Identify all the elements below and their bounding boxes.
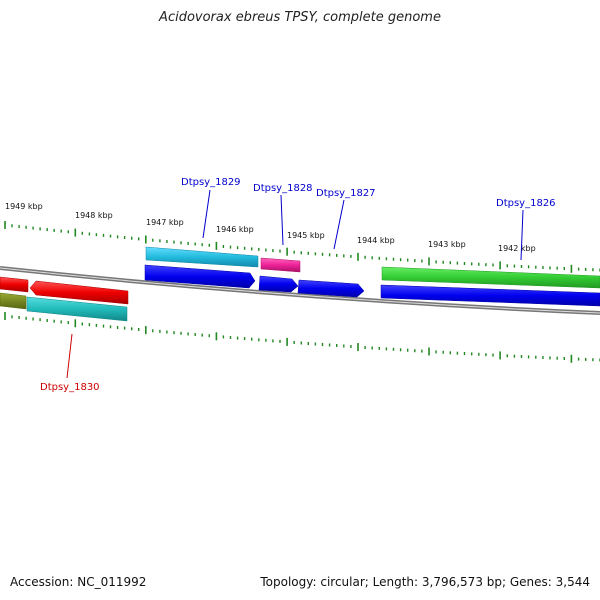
leader-lines	[66, 189, 524, 379]
label-dtpsy-1829[interactable]: Dtpsy_1829	[181, 177, 241, 188]
gene-dtpsy-1827[interactable]	[297, 279, 365, 298]
ruler-label-1943: 1943 kbp	[428, 240, 466, 249]
forward-strand-blue-genes	[144, 264, 600, 307]
label-dtpsy-1827[interactable]: Dtpsy_1827	[316, 188, 376, 199]
ruler-label-1948: 1948 kbp	[75, 211, 113, 220]
gene-olive[interactable]	[0, 292, 27, 310]
ruler-label-1946: 1946 kbp	[216, 225, 254, 234]
leader-dtpsy-1828	[280, 194, 284, 246]
genome-summary-label: Topology: circular; Length: 3,796,573 bp…	[260, 575, 590, 589]
ruler-label-1942: 1942 kbp	[498, 244, 536, 253]
leader-dtpsy-1830	[66, 333, 73, 379]
label-dtpsy-1826[interactable]: Dtpsy_1826	[496, 198, 556, 209]
genome-title: Acidovorax ebreus TPSY, complete genome	[159, 10, 441, 25]
label-dtpsy-1828[interactable]: Dtpsy_1828	[253, 183, 313, 194]
gene-dtpsy-1829[interactable]	[145, 246, 259, 268]
gene-red-left[interactable]	[0, 276, 29, 293]
gene-blue-b[interactable]	[258, 275, 299, 293]
ruler-labels: 1949 kbp 1948 kbp 1947 kbp 1946 kbp 1945…	[5, 202, 536, 253]
genome-backbone-highlight	[0, 267, 600, 314]
reverse-strand-genes	[0, 276, 129, 322]
ruler-label-1949: 1949 kbp	[5, 202, 43, 211]
gene-blue-a[interactable]	[144, 264, 256, 289]
gene-dtpsy-1830[interactable]	[26, 296, 128, 322]
gene-labels: Dtpsy_1829 Dtpsy_1828 Dtpsy_1827 Dtpsy_1…	[40, 177, 556, 393]
gene-red-arrow[interactable]	[29, 280, 129, 305]
ruler-label-1945: 1945 kbp	[287, 231, 325, 240]
outer-tick-ruler	[4, 221, 600, 273]
leader-dtpsy-1829	[202, 189, 211, 239]
ruler-label-1947: 1947 kbp	[146, 218, 184, 227]
label-dtpsy-1830[interactable]: Dtpsy_1830	[40, 382, 100, 393]
forward-strand-genes	[145, 246, 600, 289]
leader-dtpsy-1827	[333, 199, 345, 250]
accession-label: Accession: NC_011992	[10, 575, 147, 589]
leader-dtpsy-1826	[520, 209, 524, 261]
inner-tick-ruler	[4, 312, 600, 363]
gene-dtpsy-1826[interactable]	[381, 266, 600, 289]
gene-blue-long[interactable]	[380, 284, 600, 307]
ruler-label-1944: 1944 kbp	[357, 236, 395, 245]
gene-dtpsy-1828[interactable]	[260, 257, 301, 273]
